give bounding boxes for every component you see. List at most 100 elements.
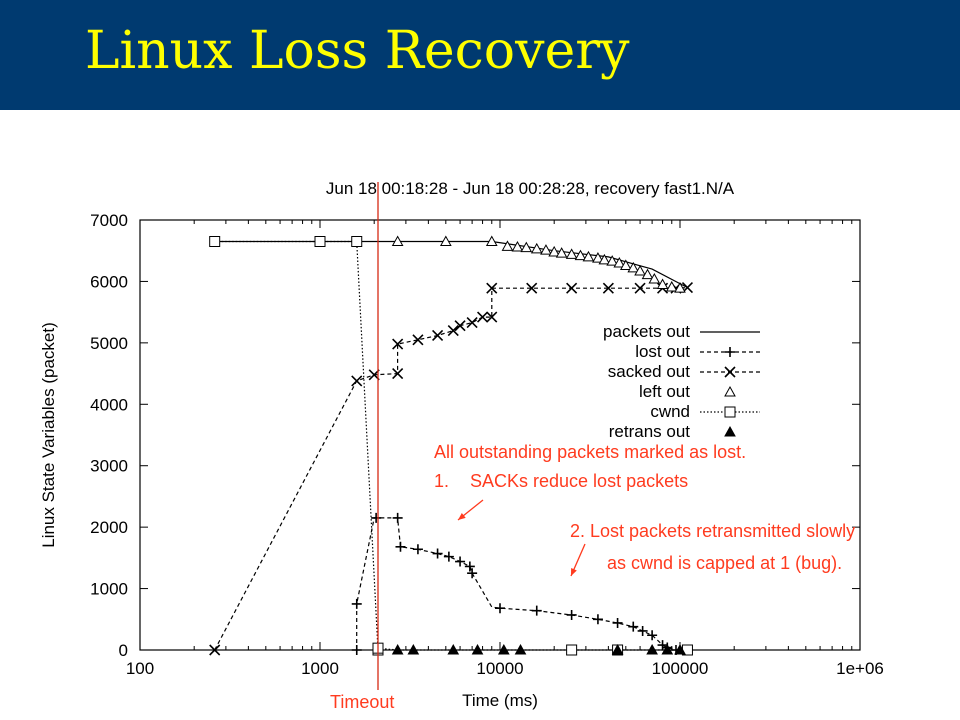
data-point [485, 235, 498, 246]
retrans-arrow-head [571, 568, 577, 576]
legend-marker [725, 347, 735, 357]
annotation-overlay [377, 182, 586, 690]
data-point [412, 334, 424, 346]
y-tick-label: 1000 [90, 580, 128, 599]
data-point [495, 603, 505, 614]
data-point [395, 541, 406, 552]
data-point [392, 512, 403, 523]
data-point [391, 235, 404, 246]
data-point [209, 644, 221, 656]
series-layer [209, 235, 694, 656]
data-point [351, 375, 363, 387]
data-point [665, 280, 678, 292]
data-point [566, 282, 578, 294]
data-point [628, 621, 639, 632]
legend-label: left out [639, 382, 690, 401]
legend-label: packets out [603, 322, 690, 341]
data-point [432, 329, 444, 342]
legend-label: retrans out [609, 422, 691, 441]
data-point [486, 311, 498, 323]
data-point [574, 249, 587, 261]
data-point [619, 259, 632, 270]
data-point [351, 598, 362, 609]
y-tick-label: 0 [119, 641, 128, 660]
legend-label: lost out [635, 342, 690, 361]
chart-title: Jun 18 00:18:28 - Jun 18 00:28:28, recov… [326, 179, 735, 198]
data-point [447, 643, 460, 655]
data-point [466, 317, 478, 329]
data-point [592, 614, 603, 625]
data-point [637, 625, 648, 636]
recovery-chart: Jun 18 00:18:28 - Jun 18 00:28:28, recov… [39, 179, 884, 710]
data-point [661, 643, 674, 655]
y-axis-label: Linux State Variables (packet) [39, 322, 58, 548]
data-point [447, 325, 459, 337]
sacks-arrow-head [458, 512, 466, 520]
data-point [467, 568, 478, 579]
data-point [351, 236, 363, 247]
x-tick-label: 1e+06 [836, 659, 884, 678]
y-tick-label: 5000 [90, 334, 128, 353]
data-point [392, 338, 404, 350]
data-point [548, 245, 561, 257]
data-point [582, 250, 595, 262]
y-tick-label: 6000 [90, 272, 128, 291]
data-point [634, 282, 646, 294]
data-point [464, 561, 475, 572]
data-point [606, 255, 619, 266]
series-left-out [391, 235, 686, 293]
annotation-retrans-line2: as cwnd is capped at 1 (bug). [607, 553, 843, 573]
data-point [656, 278, 669, 289]
data-point [526, 282, 538, 294]
data-point [314, 236, 326, 247]
series-lost-out [351, 512, 688, 655]
data-point [540, 244, 552, 255]
legend-label: sacked out [608, 362, 690, 381]
data-point [634, 264, 646, 276]
data-point [412, 544, 423, 555]
annotation-sacks-number: 1. [434, 471, 450, 491]
data-point [530, 242, 543, 254]
data-point [566, 609, 577, 620]
data-point [501, 240, 514, 251]
slide-header: Linux Loss Recovery [0, 0, 960, 110]
data-point [439, 235, 452, 246]
annotation-sacks: SACKs reduce lost packets [470, 471, 689, 491]
data-point [612, 617, 623, 628]
series-retrans-out [391, 643, 686, 655]
data-point [351, 645, 362, 655]
data-point [646, 643, 658, 655]
data-point [648, 272, 661, 284]
data-point [647, 630, 658, 641]
x-axis-label: Time (ms) [462, 691, 538, 710]
data-point [531, 605, 542, 616]
data-point [511, 240, 524, 252]
data-point [497, 643, 510, 655]
legend-marker [724, 406, 736, 418]
plot-frame [139, 219, 861, 651]
data-point [391, 643, 404, 655]
data-point [592, 252, 604, 263]
slide-title: Linux Loss Recovery [85, 21, 630, 81]
data-point [209, 236, 221, 247]
data-point [674, 282, 686, 293]
annotation-outstanding: All outstanding packets marked as lost. [434, 442, 747, 462]
data-point [657, 640, 668, 651]
data-point [520, 241, 533, 253]
plot-axes: Jun 18 00:18:28 - Jun 18 00:28:28, recov… [39, 179, 884, 710]
data-point [627, 261, 640, 273]
data-point [407, 643, 420, 655]
data-point [455, 556, 466, 567]
legend-label: cwnd [650, 402, 690, 421]
data-point [486, 282, 498, 294]
data-point [471, 643, 484, 655]
annotation-timeout: Timeout [330, 692, 395, 712]
data-point [613, 256, 626, 268]
x-tick-label: 10000 [476, 659, 523, 678]
data-point [514, 643, 527, 655]
x-tick-label: 100000 [652, 659, 709, 678]
legend-marker [724, 385, 736, 397]
y-tick-label: 2000 [90, 518, 128, 537]
data-point [371, 512, 382, 523]
legend-marker [724, 366, 736, 378]
